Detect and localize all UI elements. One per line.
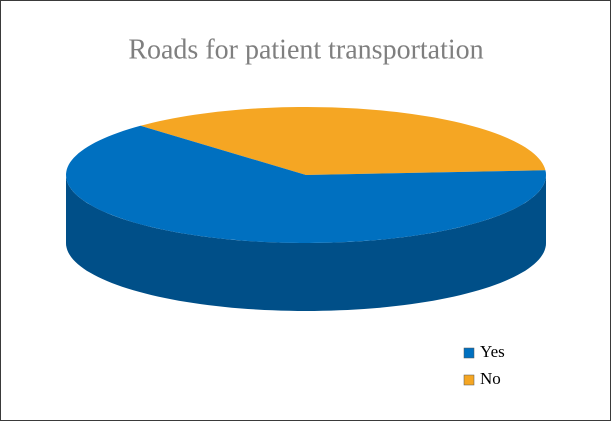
chart-title: Roads for patient transportation bbox=[128, 34, 483, 65]
legend-swatch bbox=[463, 347, 475, 359]
legend-swatch bbox=[463, 374, 475, 386]
legend-label: Yes bbox=[480, 342, 505, 361]
pie-slice bbox=[140, 107, 546, 175]
legend-label: No bbox=[480, 369, 501, 388]
pie-slice bbox=[66, 125, 546, 243]
